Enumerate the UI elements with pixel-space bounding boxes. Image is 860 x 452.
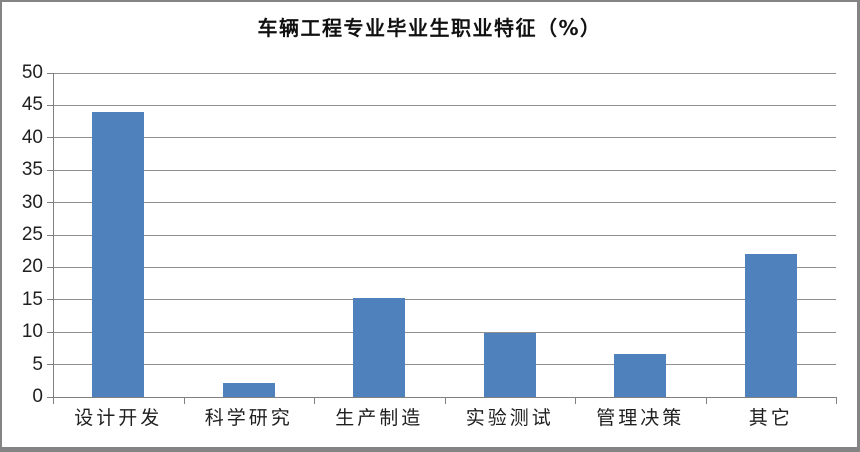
x-axis-tick [444,397,446,404]
y-gridline [53,234,836,236]
y-gridline [53,266,836,268]
y-axis-label: 45 [21,94,43,116]
y-axis-tick [47,364,53,366]
y-gridline [53,72,836,74]
y-axis-label: 15 [21,288,43,310]
y-axis-tick [47,266,53,268]
y-axis-label: 25 [21,224,43,245]
y-axis-label: 10 [21,321,43,343]
y-axis-tick [47,331,53,333]
y-gridline [53,299,836,301]
x-axis-tick [836,397,837,404]
x-axis-tick [705,397,707,404]
y-axis-tick [47,169,53,171]
y-axis-label: 0 [32,386,43,407]
x-axis-tick [183,397,185,404]
bar [744,254,797,397]
y-gridline [53,202,836,204]
y-axis-tick [47,299,53,301]
bar [222,382,275,397]
y-gridline [53,137,836,139]
x-axis-label: 设计开发 [74,407,163,429]
y-gridline [53,104,836,106]
x-axis-label: 生产制造 [335,407,424,429]
x-axis-label: 管理决策 [596,407,685,429]
x-axis-tick [53,397,54,404]
y-axis-tick [47,396,53,398]
y-axis-line [53,73,54,397]
y-axis-tick [47,234,53,236]
bar [614,354,667,397]
y-axis-label: 5 [32,353,43,375]
x-axis-label: 其它 [748,407,793,429]
bar [483,332,536,397]
x-axis-label: 实验测试 [465,407,554,429]
bar [92,111,145,397]
y-gridline [53,169,836,171]
y-axis-tick [47,137,53,139]
y-axis-label: 35 [21,159,43,181]
chart-title: 车辆工程专业毕业生职业特征（%） [257,16,602,40]
y-gridline [53,364,836,366]
y-axis-label: 30 [21,191,43,213]
bar [353,297,406,397]
y-axis-tick [47,72,53,74]
y-axis-label: 40 [21,126,43,148]
x-axis-tick [575,397,576,404]
y-axis-label: 50 [21,62,43,83]
y-gridline [53,331,836,333]
y-axis-label: 20 [21,256,43,278]
x-axis-label: 科学研究 [204,407,293,429]
x-axis-tick [314,397,315,404]
y-axis-tick [47,104,53,106]
y-axis-tick [47,202,53,204]
